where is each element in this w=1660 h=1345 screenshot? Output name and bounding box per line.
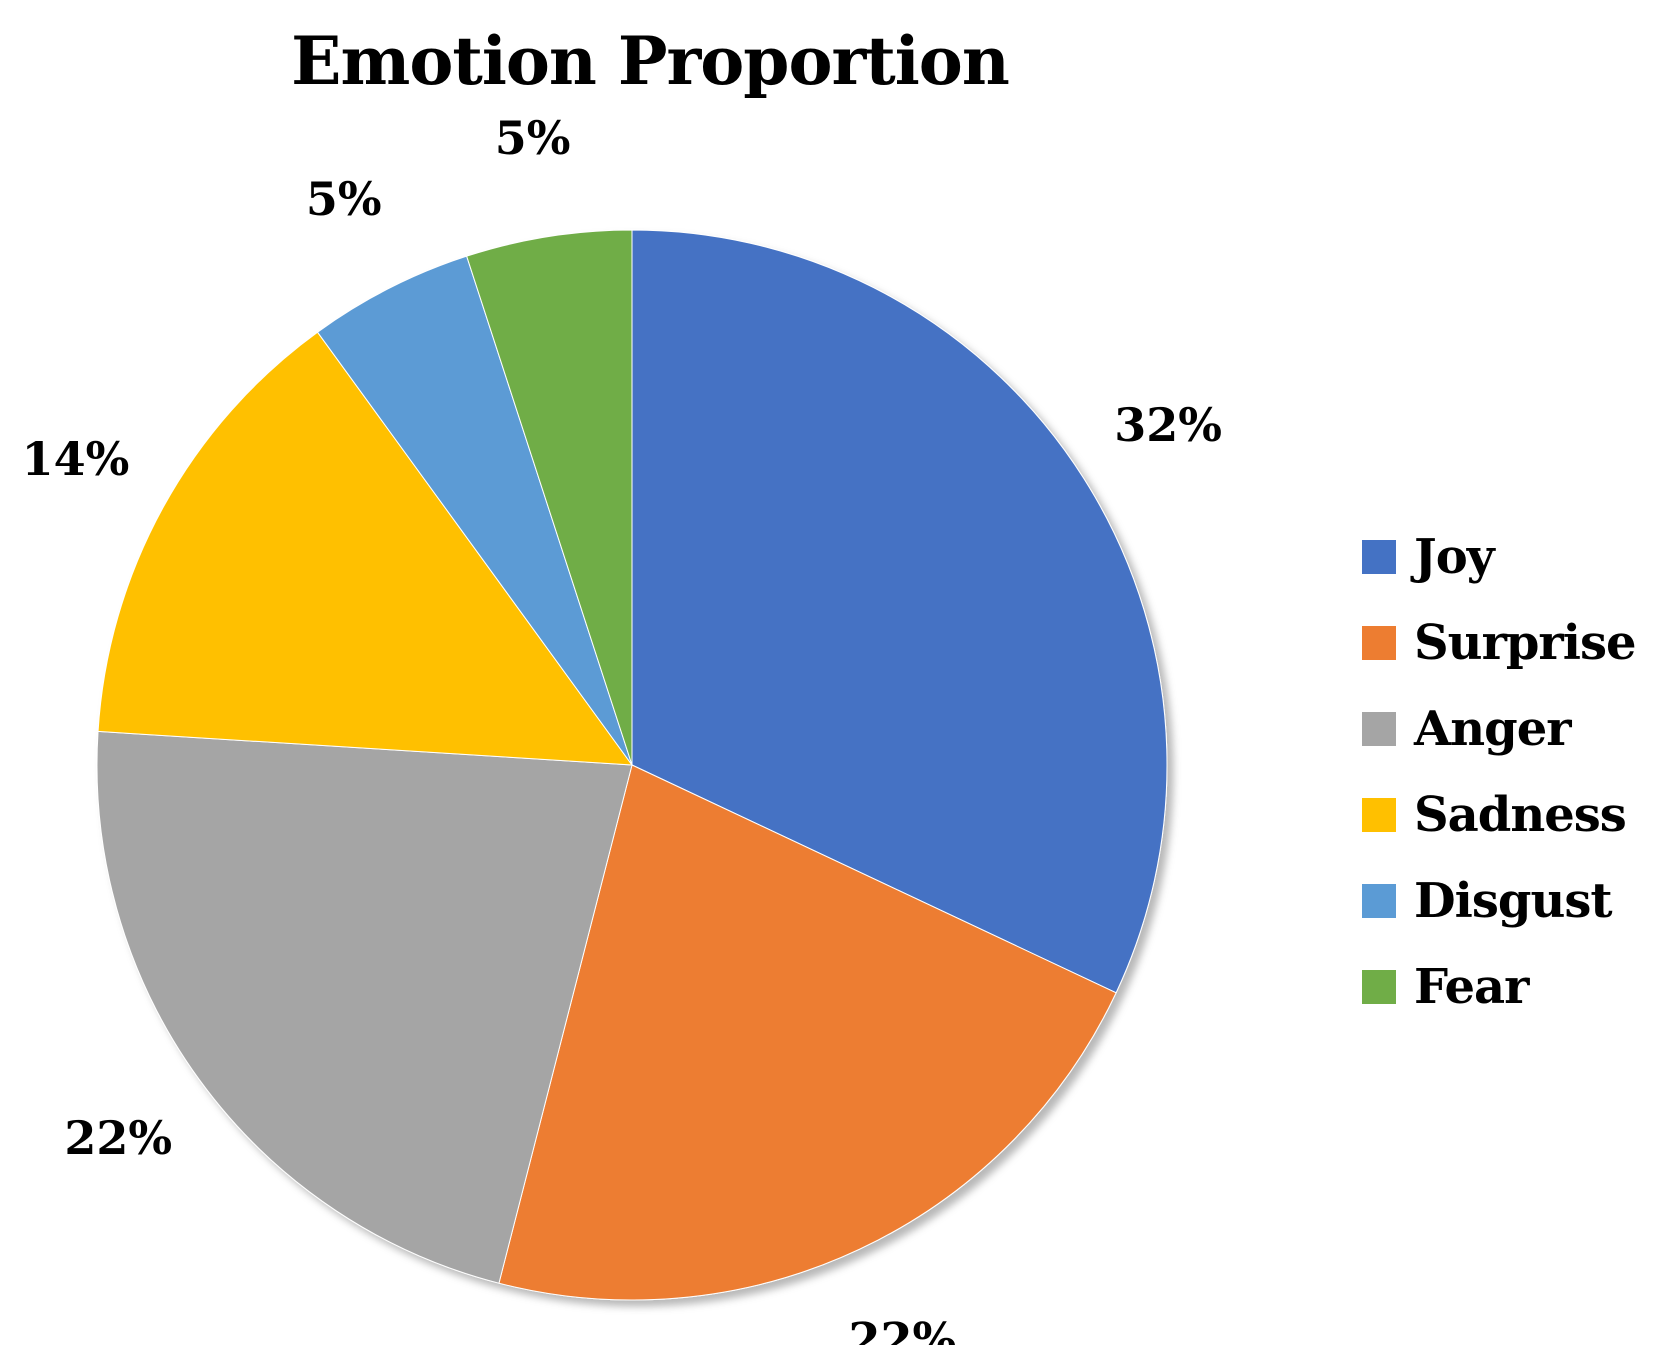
legend-swatch-surprise (1362, 626, 1396, 660)
data-label-anger: 22% (64, 1111, 172, 1165)
legend-item-fear: Fear (1362, 944, 1636, 1030)
data-label-disgust: 5% (306, 172, 382, 226)
legend-item-disgust: Disgust (1362, 858, 1636, 944)
data-label-joy: 32% (1114, 398, 1222, 452)
data-label-surprise: 22% (849, 1313, 957, 1345)
chart-title: Emotion Proportion (291, 22, 1010, 100)
legend-swatch-fear (1362, 970, 1396, 1004)
pie-slice-disgust (316, 255, 633, 766)
legend-item-anger: Anger (1362, 686, 1636, 772)
data-label-fear: 5% (495, 111, 571, 165)
pie-slice-anger (96, 730, 633, 1284)
legend-swatch-disgust (1362, 884, 1396, 918)
legend-label-disgust: Disgust (1414, 873, 1613, 929)
pie-slice-surprise (498, 764, 1117, 1301)
pie-data-labels: 32% 22% 22% 14% 5% 5% (22, 111, 1222, 1345)
legend-label-surprise: Surprise (1414, 615, 1636, 671)
legend-label-joy: Joy (1414, 529, 1495, 585)
legend-label-anger: Anger (1414, 701, 1572, 757)
legend-item-surprise: Surprise (1362, 600, 1636, 686)
pie-slice-sadness (97, 331, 634, 766)
pie-slices (96, 229, 1168, 1301)
data-label-sadness: 14% (22, 432, 130, 486)
legend-item-sadness: Sadness (1362, 772, 1636, 858)
legend-swatch-joy (1362, 540, 1396, 574)
pie-slice-fear (466, 229, 633, 766)
legend: Joy Surprise Anger Sadness Disgust Fear (1362, 514, 1636, 1030)
legend-item-joy: Joy (1362, 514, 1636, 600)
pie-slice-joy (631, 229, 1168, 994)
legend-swatch-sadness (1362, 798, 1396, 832)
legend-label-fear: Fear (1414, 959, 1529, 1015)
legend-label-sadness: Sadness (1414, 787, 1627, 843)
legend-swatch-anger (1362, 712, 1396, 746)
